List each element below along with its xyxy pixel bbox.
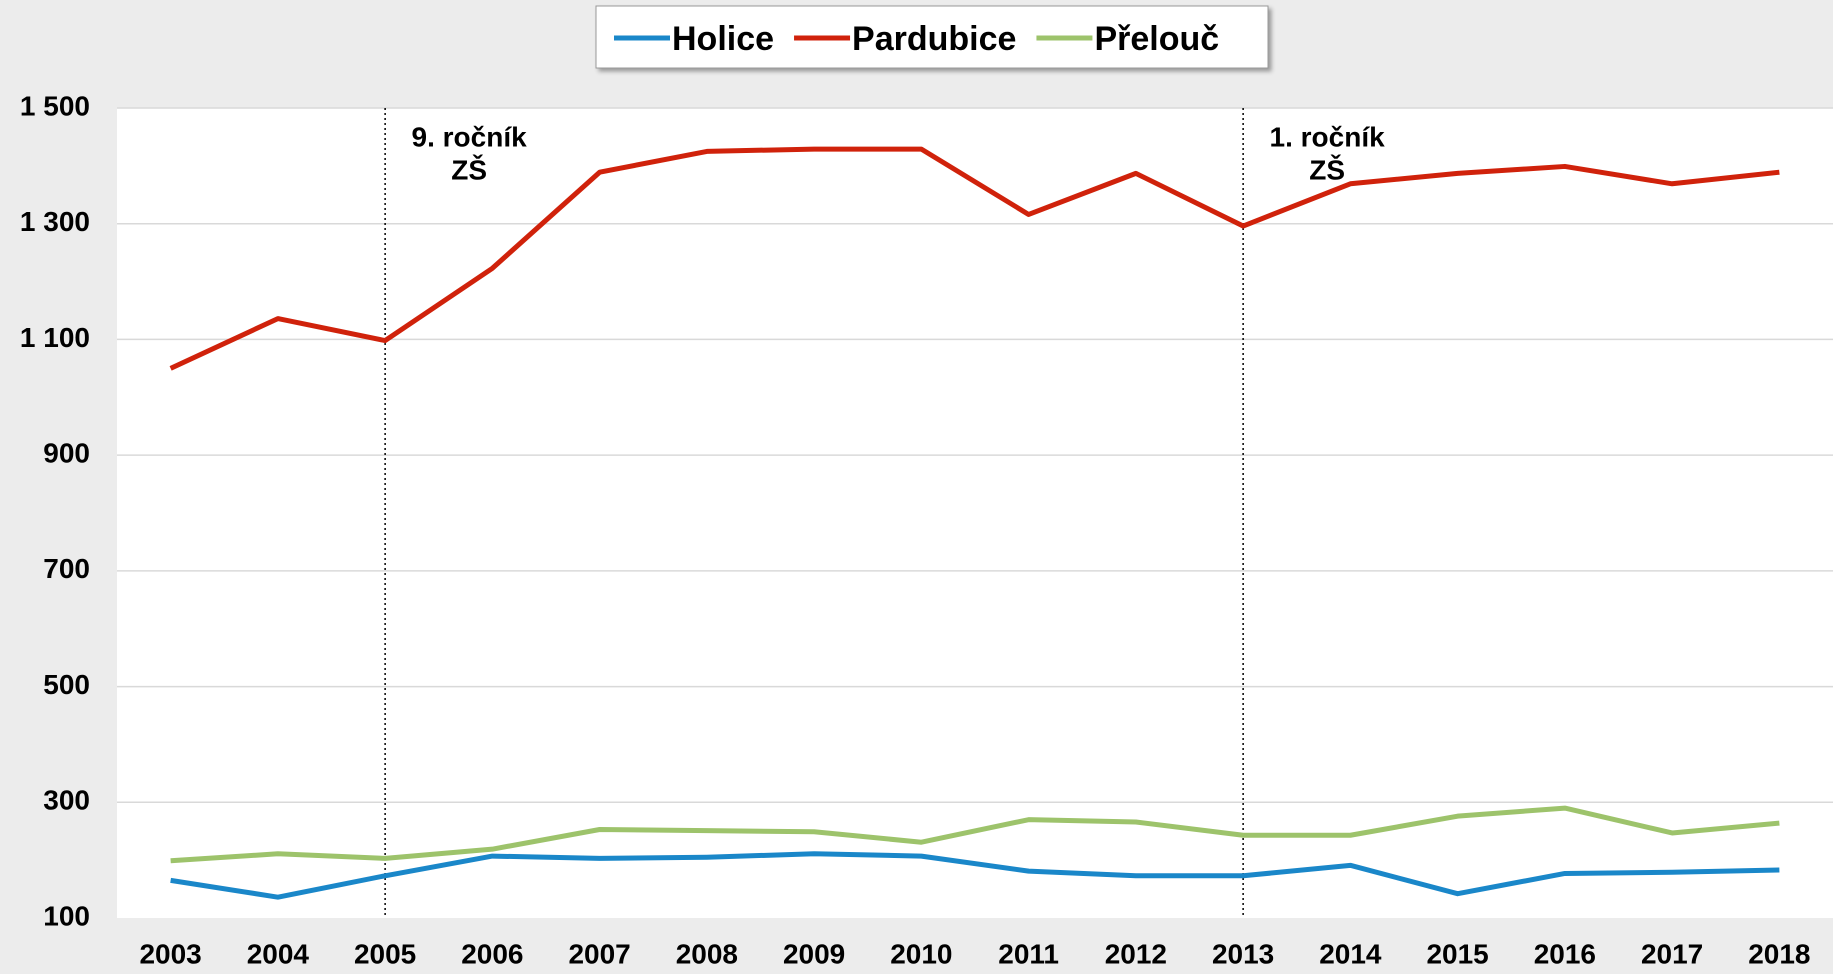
series-line	[169, 146, 1780, 371]
x-tick-label: 2011	[998, 938, 1059, 969]
x-tick-label: 2018	[1748, 938, 1810, 969]
x-tick-label: 2007	[568, 938, 630, 969]
x-tick-label: 2010	[890, 938, 952, 969]
y-tick-label: 1 100	[20, 322, 90, 353]
x-tick-label: 2003	[139, 938, 201, 969]
y-tick-label: 500	[43, 669, 90, 700]
x-tick-label: 2006	[461, 938, 523, 969]
y-tick-label: 100	[43, 900, 90, 931]
legend-label: Přelouč	[1094, 20, 1219, 58]
legend-label: Holice	[672, 20, 774, 58]
x-tick-label: 2012	[1105, 938, 1167, 969]
x-tick-label: 2014	[1319, 938, 1382, 969]
x-tick-label: 2008	[676, 938, 738, 969]
x-tick-label: 2016	[1534, 938, 1596, 969]
x-tick-label: 2015	[1426, 938, 1488, 969]
annotation-text: ZŠ	[451, 153, 487, 185]
legend-label: Pardubice	[852, 20, 1016, 58]
annotation-text: 1. ročník	[1270, 121, 1386, 152]
y-tick-label: 1 300	[20, 206, 90, 237]
x-tick-label: 2013	[1212, 938, 1274, 969]
y-tick-label: 1 500	[20, 90, 90, 121]
y-tick-label: 300	[43, 785, 90, 816]
y-tick-label: 700	[43, 553, 90, 584]
series-line	[170, 805, 1780, 864]
x-tick-label: 2017	[1641, 938, 1703, 969]
annotation-text: ZŠ	[1309, 153, 1345, 185]
series-line	[170, 851, 1780, 900]
legend-box	[595, 5, 1269, 69]
plot-area	[117, 108, 1833, 918]
annotation-text: 9. ročník	[412, 121, 528, 152]
x-tick-label: 2005	[354, 938, 416, 969]
y-tick-label: 900	[43, 438, 90, 469]
x-tick-label: 2004	[247, 938, 310, 969]
x-tick-label: 2009	[783, 938, 845, 969]
